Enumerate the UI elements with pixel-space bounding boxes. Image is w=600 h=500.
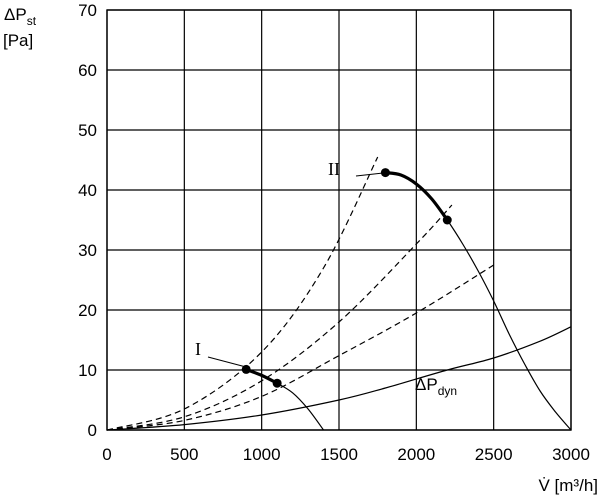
fan-curve-i	[245, 368, 324, 431]
y-tick-label-50: 50	[78, 121, 97, 140]
plot-frame	[106, 9, 572, 431]
y-axis-unit: [Pa]	[3, 31, 33, 50]
x-tick-label-1000: 1000	[243, 445, 281, 464]
fan-curve-ii	[385, 172, 572, 431]
dynamic-pressure-label-subscript: dyn	[438, 384, 457, 398]
curves	[106, 156, 572, 431]
fan-curve-label-i: I	[195, 339, 201, 359]
fan-curve-label-ii: II	[328, 159, 340, 179]
fan-curve-i-point-1	[241, 364, 251, 374]
leader-line-ii	[355, 172, 384, 177]
x-axis-title: V̇ [m³/h]	[538, 476, 598, 495]
y-tick-label-70: 70	[78, 1, 97, 20]
y-tick-label-10: 10	[78, 361, 97, 380]
system-curve-2	[106, 204, 453, 431]
fan-curve-ii-point-1	[380, 168, 390, 178]
y-tick-label-20: 20	[78, 301, 97, 320]
grid	[106, 9, 572, 431]
y-axis-title: ΔPst	[4, 5, 37, 28]
y-axis-title-main: ΔP	[4, 5, 27, 24]
tick-labels: 0 500 1000 1500 2000 2500 3000 0 10 20 30 40 50 60 70	[78, 1, 590, 464]
fan-curve-ii-point-2	[442, 215, 452, 225]
x-tick-label-3000: 3000	[552, 445, 590, 464]
x-tick-label-0: 0	[102, 445, 111, 464]
y-tick-label-60: 60	[78, 61, 97, 80]
dynamic-pressure-label-main: ΔP	[415, 375, 438, 394]
leader-line-i	[207, 356, 247, 368]
x-tick-label-500: 500	[170, 445, 198, 464]
system-curve-1	[106, 156, 379, 431]
fan-curve-ii-operating-range	[385, 171, 449, 221]
fan-curve-i-point-2	[272, 378, 282, 388]
x-tick-label-2500: 2500	[475, 445, 513, 464]
x-tick-label-2000: 2000	[397, 445, 435, 464]
y-tick-label-30: 30	[78, 241, 97, 260]
system-curve-3	[106, 264, 495, 431]
dynamic-pressure-label: ΔPdyn	[415, 375, 457, 398]
y-axis-title-subscript: st	[27, 14, 37, 28]
x-tick-label-1500: 1500	[320, 445, 358, 464]
y-tick-label-0: 0	[88, 421, 97, 440]
y-tick-label-40: 40	[78, 181, 97, 200]
dynamic-pressure-curve	[106, 326, 572, 431]
